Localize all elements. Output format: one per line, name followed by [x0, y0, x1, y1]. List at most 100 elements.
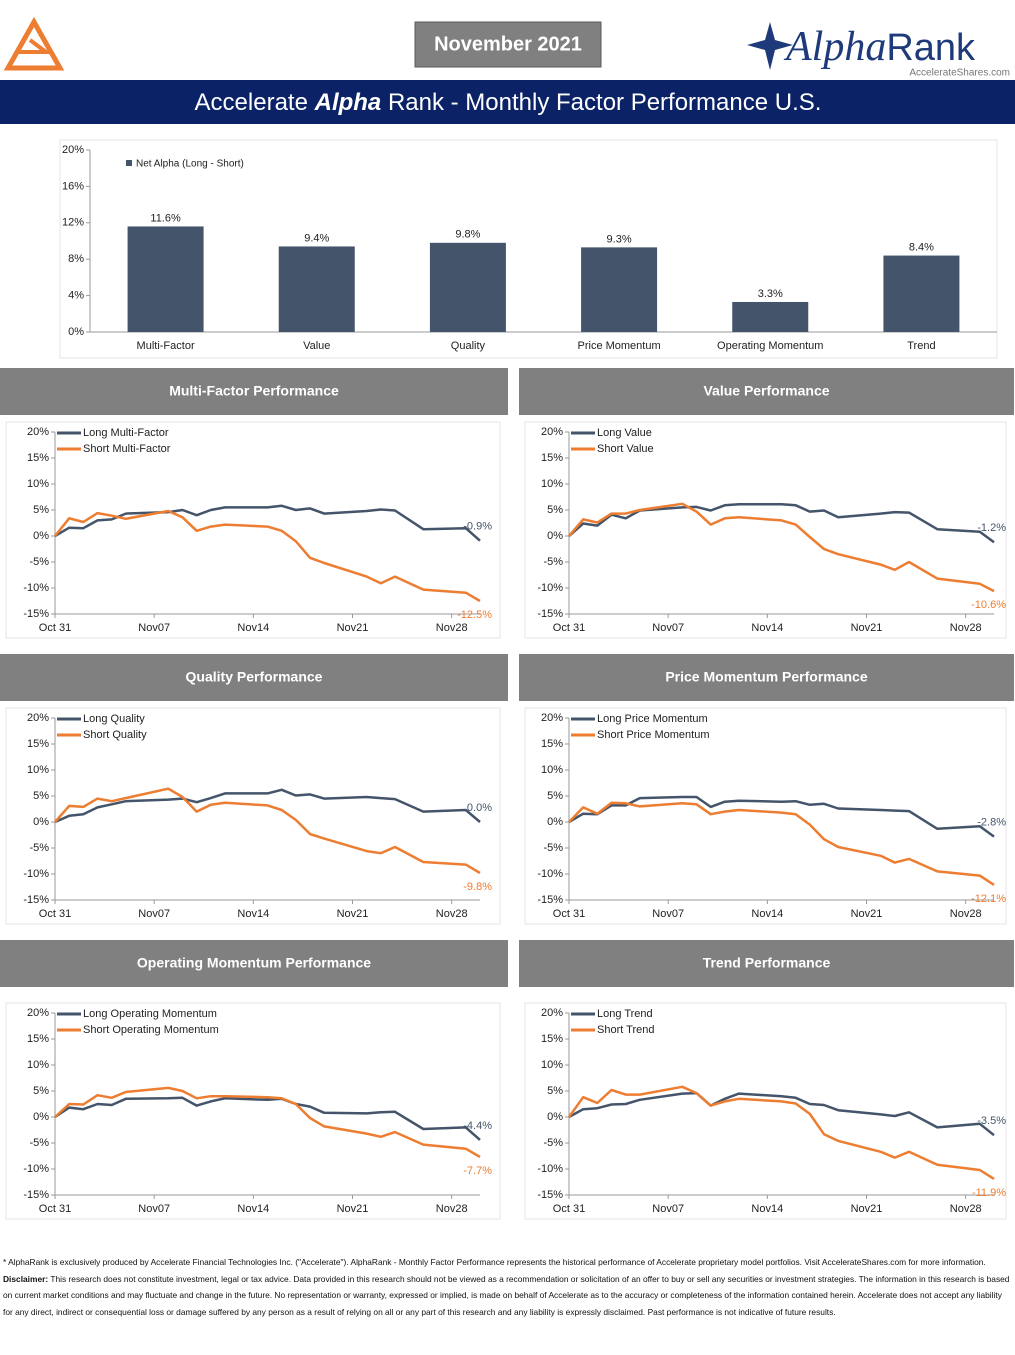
x-tick-label: Trend: [907, 340, 935, 352]
x-tick-label: Oct 31: [553, 1203, 585, 1215]
panel-title: Price Momentum Performance: [665, 669, 867, 685]
y-tick-label: 16%: [62, 180, 84, 192]
y-tick-label: 20%: [27, 426, 49, 438]
y-tick-label: 20%: [27, 1007, 49, 1019]
y-tick-label: -5%: [543, 556, 563, 568]
y-tick-label: -15%: [23, 894, 49, 906]
brand-website: AccelerateShares.com: [909, 68, 1010, 79]
footer-note: * AlphaRank is exclusively produced by A…: [3, 1257, 986, 1267]
y-tick-label: 5%: [547, 790, 563, 802]
brand-name: AlphaRank: [783, 24, 976, 70]
panel-header: [0, 940, 508, 987]
y-tick-label: 5%: [33, 504, 49, 516]
accelerate-logo: [3, 16, 65, 71]
y-tick-label: 20%: [541, 712, 563, 724]
end-value-label: 0.0%: [467, 802, 492, 814]
y-tick-label: 10%: [541, 1059, 563, 1071]
panel-title: Value Performance: [703, 383, 829, 399]
bar: [429, 242, 506, 332]
y-tick-label: 20%: [27, 712, 49, 724]
y-tick-label: -5%: [543, 842, 563, 854]
brand-rank: Rank: [886, 27, 976, 69]
y-tick-label: 5%: [547, 504, 563, 516]
x-tick-label: Nov28: [436, 622, 468, 634]
y-tick-label: 0%: [547, 816, 563, 828]
y-tick-label: -10%: [537, 1163, 563, 1175]
bar: [278, 246, 355, 332]
plot-frame: [524, 421, 1007, 639]
y-tick-label: -5%: [543, 1137, 563, 1149]
plot-frame: [524, 1002, 1007, 1220]
x-tick-label: Nov21: [337, 908, 369, 920]
title-part: Accelerate: [195, 89, 308, 116]
x-tick-label: Nov07: [138, 622, 170, 634]
end-value-label: -12.1%: [971, 893, 1006, 905]
x-tick-label: Quality: [451, 340, 486, 352]
y-tick-label: 10%: [541, 764, 563, 776]
y-tick-label: 0%: [68, 326, 84, 338]
x-tick-label: Oct 31: [39, 622, 71, 634]
y-tick-label: -10%: [23, 1163, 49, 1175]
report: November 2021 AlphaRank AccelerateShares…: [0, 16, 1015, 1220]
x-tick-label: Nov07: [138, 1203, 170, 1215]
legend-label: Long Operating Momentum: [83, 1008, 217, 1020]
x-tick-label: Nov14: [751, 908, 783, 920]
panel-title: Trend Performance: [703, 955, 831, 971]
y-tick-label: 10%: [27, 764, 49, 776]
x-tick-label: Multi-Factor: [137, 340, 195, 352]
x-tick-label: Nov14: [237, 908, 269, 920]
report-title: Accelerate Alpha Rank - Monthly Factor P…: [195, 89, 822, 116]
bar-value-label: 9.3%: [607, 233, 632, 245]
footer-disclaimer: Disclaimer: This research does not const…: [3, 1271, 1011, 1321]
y-tick-label: 10%: [27, 478, 49, 490]
legend-label: Short Operating Momentum: [83, 1024, 219, 1036]
y-tick-label: 0%: [33, 1111, 49, 1123]
y-tick-label: -10%: [537, 868, 563, 880]
y-tick-label: 12%: [62, 217, 84, 229]
y-tick-label: 15%: [27, 1033, 49, 1045]
bar: [883, 255, 960, 332]
y-tick-label: -15%: [23, 608, 49, 620]
brand-star: [747, 22, 793, 70]
y-tick-label: 0%: [33, 816, 49, 828]
y-tick-label: 15%: [27, 452, 49, 464]
y-tick-label: 8%: [68, 253, 84, 265]
panel-title: Multi-Factor Performance: [169, 383, 339, 399]
y-tick-label: 10%: [27, 1059, 49, 1071]
x-tick-label: Nov14: [237, 1203, 269, 1215]
series-line: [54, 787, 481, 875]
end-value-label: -3.5%: [977, 1115, 1006, 1127]
y-tick-label: -5%: [29, 1137, 49, 1149]
series-line: [54, 1096, 481, 1141]
plot-frame: [5, 421, 501, 639]
x-tick-label: Nov21: [337, 1203, 369, 1215]
legend-label: Short Value: [597, 443, 654, 455]
series-line: [54, 504, 481, 542]
bar-value-label: 11.6%: [150, 212, 181, 224]
y-tick-label: -15%: [537, 608, 563, 620]
end-value-label: -11.9%: [972, 1187, 1006, 1199]
legend-label: Short Multi-Factor: [83, 443, 171, 455]
footer: * AlphaRank is exclusively produced by A…: [3, 1254, 1011, 1354]
y-tick-label: -10%: [23, 868, 49, 880]
end-value-label: -12.5%: [457, 609, 492, 621]
y-tick-label: 15%: [541, 1033, 563, 1045]
y-tick-label: -15%: [537, 894, 563, 906]
legend-label: Net Alpha (Long - Short): [136, 159, 244, 170]
legend-swatch: [126, 160, 132, 166]
title-bar: [0, 80, 1015, 124]
y-tick-label: 5%: [33, 1085, 49, 1097]
panel-header: [519, 654, 1014, 701]
x-tick-label: Nov21: [851, 622, 883, 634]
end-value-label: -2.8%: [977, 816, 1006, 828]
legend-label: Long Price Momentum: [597, 713, 708, 725]
y-tick-label: 20%: [541, 426, 563, 438]
y-tick-label: -5%: [29, 556, 49, 568]
y-tick-label: -10%: [537, 582, 563, 594]
series-line: [568, 502, 995, 593]
x-tick-label: Nov21: [851, 1203, 883, 1215]
series-line: [54, 509, 481, 603]
bar: [581, 247, 658, 332]
x-tick-label: Oct 31: [553, 908, 585, 920]
